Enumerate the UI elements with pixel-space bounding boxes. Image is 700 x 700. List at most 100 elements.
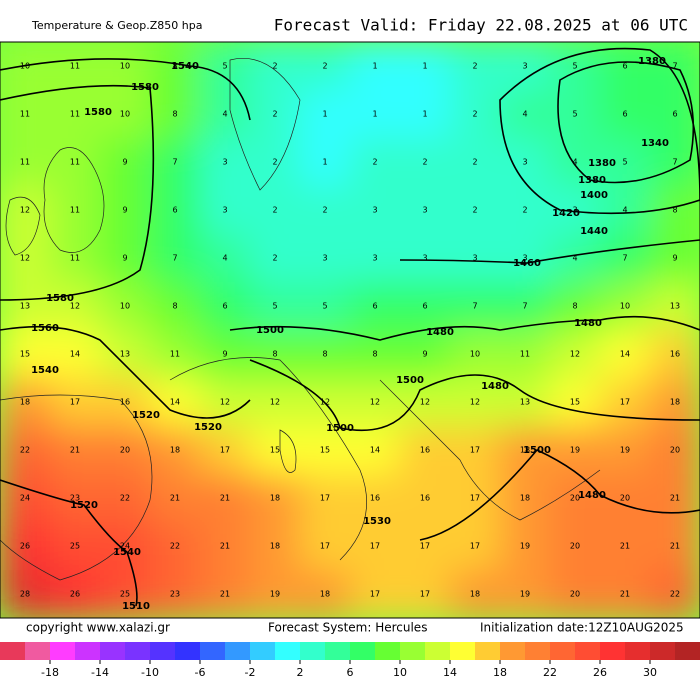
temperature-value: 16 [120, 398, 130, 407]
temperature-value: 25 [120, 590, 130, 599]
temperature-value: 3 [522, 62, 527, 71]
colorbar-bin [675, 642, 700, 660]
temperature-cell [50, 186, 101, 235]
temperature-cell [250, 522, 301, 571]
colorbar-bin [600, 642, 626, 660]
temperature-cell [250, 570, 301, 618]
isobar-label: 1380 [578, 175, 606, 186]
temperature-value: 8 [172, 302, 177, 311]
colorbar-label: 2 [297, 666, 304, 679]
temperature-value: 15 [320, 446, 330, 455]
forecast-valid: Forecast Valid: Friday 22.08.2025 at 06 … [274, 16, 688, 35]
temperature-cell [150, 138, 201, 187]
temperature-cell [200, 42, 251, 91]
temperature-value: 17 [220, 446, 230, 455]
temperature-cell [350, 378, 401, 427]
temperature-cell [400, 378, 451, 427]
temperature-value: 12 [220, 398, 230, 407]
temperature-cell [350, 570, 401, 618]
temperature-cell [50, 378, 101, 427]
temperature-value: 12 [570, 350, 580, 359]
temperature-value: 25 [70, 542, 80, 551]
temperature-cell [150, 186, 201, 235]
isobar-label: 1500 [326, 423, 354, 434]
temperature-cell [200, 474, 251, 523]
temperature-value: 2 [322, 62, 327, 71]
temperature-value: 7 [672, 158, 677, 167]
temperature-cell [100, 186, 151, 235]
temperature-cell [50, 426, 101, 475]
temperature-cell [600, 186, 651, 235]
temperature-value: 17 [320, 494, 330, 503]
temperature-cell [450, 282, 501, 331]
temperature-value: 13 [120, 350, 130, 359]
temperature-cell [650, 426, 700, 475]
temperature-value: 3 [322, 254, 327, 263]
temperature-value: 5 [572, 62, 577, 71]
temperature-value: 13 [670, 302, 680, 311]
temperature-value: 4 [522, 110, 527, 119]
temperature-value: 24 [20, 494, 30, 503]
temperature-cell [400, 426, 451, 475]
temperature-cell [300, 522, 351, 571]
temperature-field [0, 42, 700, 618]
temperature-cell [450, 474, 501, 523]
temperature-value: 23 [70, 494, 80, 503]
temperature-value: 21 [220, 542, 230, 551]
isobar-label: 1520 [132, 410, 160, 421]
temperature-cell [350, 42, 401, 91]
temperature-value: 20 [620, 494, 630, 503]
isobar-label: 1520 [194, 422, 222, 433]
temperature-cell [450, 186, 501, 235]
temperature-value: 12 [320, 398, 330, 407]
temperature-value: 17 [420, 542, 430, 551]
temperature-value: 7 [472, 302, 477, 311]
temperature-value: 6 [222, 302, 227, 311]
temperature-value: 5 [572, 110, 577, 119]
temperature-cell [200, 522, 251, 571]
temperature-value: 17 [470, 446, 480, 455]
temperature-value: 4 [572, 254, 577, 263]
temperature-cell [400, 186, 451, 235]
temperature-cell [600, 426, 651, 475]
temperature-value: 5 [622, 158, 627, 167]
colorbar-bin [225, 642, 251, 660]
temperature-value: 23 [170, 590, 180, 599]
temperature-value: 17 [470, 494, 480, 503]
temperature-cell [250, 378, 301, 427]
temperature-cell [50, 570, 101, 618]
temperature-value: 13 [520, 398, 530, 407]
temperature-cell [250, 42, 301, 91]
temperature-value: 14 [70, 350, 80, 359]
temperature-cell [550, 138, 601, 187]
temperature-cell [600, 42, 651, 91]
colorbar-bin [350, 642, 376, 660]
temperature-value: 2 [472, 62, 477, 71]
temperature-cell [200, 186, 251, 235]
temperature-cell [200, 138, 251, 187]
temperature-cell [550, 186, 601, 235]
temperature-value: 11 [70, 110, 80, 119]
temperature-value: 15 [270, 446, 280, 455]
temperature-value: 21 [220, 494, 230, 503]
temperature-cell [150, 426, 201, 475]
temperature-value: 17 [370, 590, 380, 599]
temperature-value: 8 [272, 350, 277, 359]
colorbar-label: 6 [347, 666, 354, 679]
colorbar-bin [250, 642, 276, 660]
temperature-value: 18 [270, 542, 280, 551]
isobar-label: 1340 [641, 138, 669, 149]
colorbar-bin [125, 642, 151, 660]
temperature-value: 28 [20, 590, 30, 599]
temperature-cell [200, 426, 251, 475]
temperature-cell [100, 474, 151, 523]
copyright: copyright www.xalazi.gr [26, 621, 170, 635]
temperature-cell [0, 282, 51, 331]
temperature-value: 6 [672, 110, 677, 119]
temperature-value: 10 [120, 302, 130, 311]
colorbar-bin [450, 642, 476, 660]
isobar-label: 1480 [481, 381, 509, 392]
temperature-cell [300, 330, 351, 379]
isobar-label: 1500 [256, 325, 284, 336]
temperature-cell [600, 330, 651, 379]
